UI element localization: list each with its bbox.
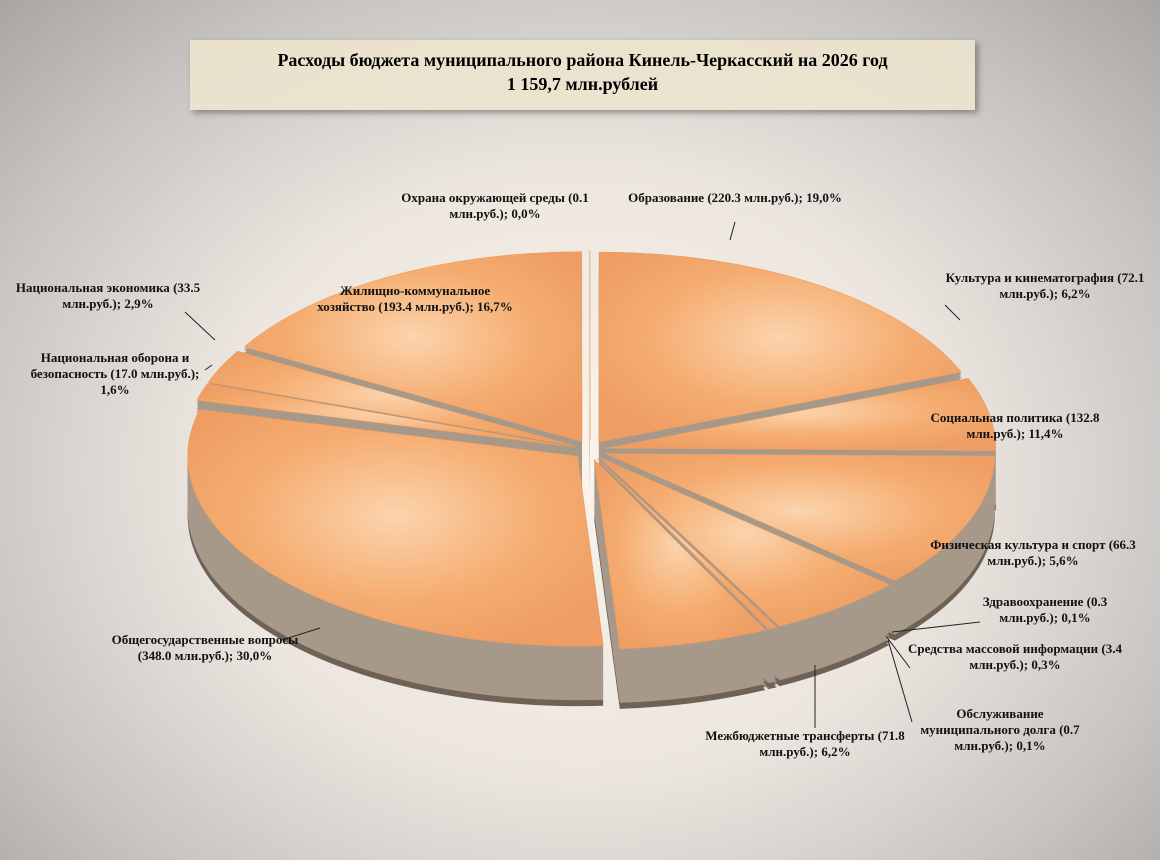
slice-tops (187, 250, 996, 650)
data-label: Национальная оборона и безопасность (17.… (15, 350, 215, 398)
data-label: Образование (220.3 млн.руб.); 19,0% (615, 190, 855, 206)
value-label: (33.5 млн.руб.); 2,9% (62, 280, 201, 311)
slice (593, 458, 766, 650)
category-label: Здравоохранение (982, 594, 1084, 609)
category-label: Обслуживание муниципального долга (920, 706, 1056, 737)
value-label: (0.1 млн.руб.); 0,0% (449, 190, 589, 221)
leader-line (184, 311, 216, 341)
slice (196, 383, 575, 448)
data-label: Жилищно-коммунальное хозяйство (193.4 мл… (310, 283, 520, 315)
category-label: Межбюджетные трансферты (705, 728, 875, 743)
value-label: (220.3 млн.руб.); 19,0% (707, 190, 842, 205)
leader-line (885, 635, 911, 669)
chart-title: Расходы бюджета муниципального района Ки… (277, 50, 888, 70)
data-label: Общегосударственные вопросы (348.0 млн.р… (95, 632, 315, 664)
data-label: Национальная экономика (33.5 млн.руб.); … (8, 280, 208, 312)
slice (187, 409, 604, 647)
category-label: Культура и кинематография (945, 270, 1115, 285)
data-label: Здравоохранение (0.3 млн.руб.); 0,1% (965, 594, 1125, 626)
chart-subtitle: 1 159,7 млн.рублей (506, 74, 659, 94)
data-label: Охрана окружающей среды (0.1 млн.руб.); … (385, 190, 605, 222)
data-label: Межбюджетные трансферты (71.8 млн.руб.);… (695, 728, 915, 760)
value-label: (72.1 млн.руб.); 6,2% (999, 270, 1145, 301)
slice (596, 458, 771, 630)
data-label: Культура и кинематография (72.1 млн.руб.… (920, 270, 1160, 302)
data-label: Средства массовой информации (3.4 млн.ру… (905, 641, 1125, 673)
category-label: Охрана окружающей среды (401, 190, 565, 205)
slice (605, 378, 996, 452)
leader-line (204, 364, 213, 371)
value-label: (132.8 млн.руб.); 11,4% (966, 410, 1100, 441)
leader-line (281, 627, 321, 641)
value-label: (0.7 млн.руб.); 0,1% (954, 722, 1080, 753)
category-label: Социальная политика (930, 410, 1063, 425)
title-box: Расходы бюджета муниципального района Ки… (190, 40, 975, 110)
leader-lines (184, 221, 981, 728)
value-label: (0.3 млн.руб.); 0,1% (999, 594, 1108, 625)
category-label: Жилищно-коммунальное хозяйство (317, 283, 491, 314)
value-label: (193.4 млн.руб.); 16,7% (378, 299, 513, 314)
leader-line (729, 221, 736, 241)
value-label: (17.0 млн.руб.); 1,6% (100, 366, 200, 397)
leader-line (891, 621, 981, 633)
slice (604, 453, 996, 581)
value-label: (66.3 млн.руб.); 5,6% (987, 537, 1136, 568)
value-label: (3.4 млн.руб.); 0,3% (969, 641, 1122, 672)
category-label: Национальная оборона и безопасность (30, 350, 190, 381)
leader-line (887, 639, 913, 723)
data-label: Физическая культура и спорт (66.3 млн.ру… (913, 537, 1153, 569)
slice (598, 251, 963, 443)
category-label: Физическая культура и спорт (930, 537, 1106, 552)
slice (207, 350, 576, 447)
slice (243, 251, 583, 443)
category-label: Средства массовой информации (908, 641, 1099, 656)
data-label: Социальная политика (132.8 млн.руб.); 11… (915, 410, 1115, 442)
value-label: (71.8 млн.руб.); 6,2% (759, 728, 905, 759)
slice-side-layer (597, 461, 770, 633)
category-label: Образование (628, 190, 705, 205)
data-label: Обслуживание муниципального долга (0.7 м… (910, 706, 1090, 754)
slice (599, 457, 891, 627)
category-label: Общегосударственные вопросы (111, 632, 299, 647)
leader-line (944, 304, 961, 321)
value-label: (348.0 млн.руб.); 30,0% (137, 648, 273, 663)
category-label: Национальная экономика (15, 280, 170, 295)
